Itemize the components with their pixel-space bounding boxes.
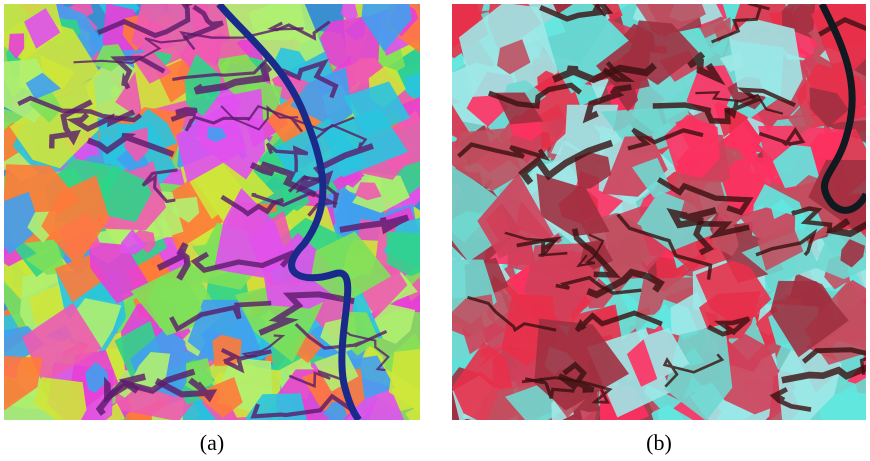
panel-label: (b) xyxy=(599,430,719,456)
figure: (a) (b) (() => { const data = JSON.parse… xyxy=(0,0,870,461)
satellite-image-a xyxy=(4,4,420,420)
satellite-image-b xyxy=(452,4,866,420)
panel-label: (a) xyxy=(152,430,272,456)
